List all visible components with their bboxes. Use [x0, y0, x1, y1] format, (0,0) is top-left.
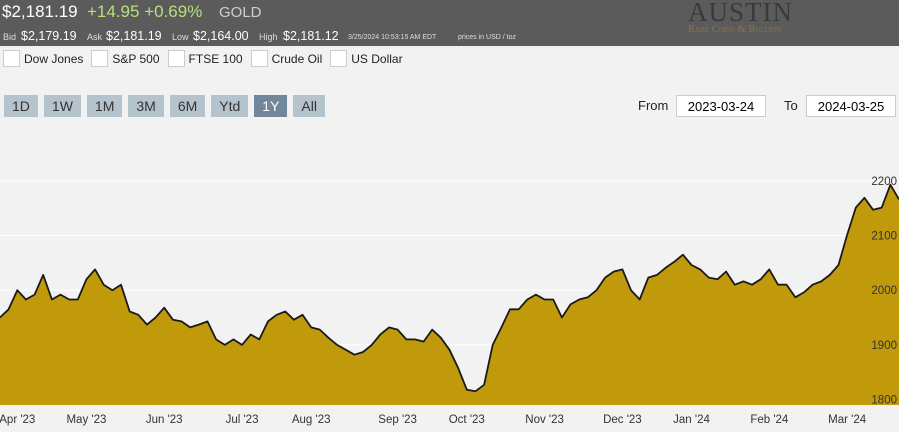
units: prices in USD / toz [458, 34, 516, 41]
y-tick-label: 1800 [871, 395, 897, 407]
x-tick-label: Sep '23 [378, 414, 417, 426]
compare-label: US Dollar [351, 51, 403, 66]
compare-label: FTSE 100 [188, 51, 243, 66]
x-tick-label: Mar '24 [828, 414, 867, 426]
x-tick-label: Jan '24 [673, 414, 710, 426]
checkbox[interactable] [167, 50, 185, 67]
range-button[interactable]: 1Y [254, 95, 288, 117]
x-tick-label: Feb '24 [750, 414, 789, 426]
range-button[interactable]: 1W [43, 95, 81, 117]
bid-label: Bid [3, 32, 17, 42]
compare-option[interactable]: S&P 500 [91, 50, 160, 67]
range-buttons: 1D 1W 1M 3M 6M Ytd 1Y All [4, 95, 325, 117]
range-button[interactable]: 1D [4, 95, 38, 117]
compare-option[interactable]: FTSE 100 [167, 50, 243, 67]
change: +14.95 +0.69% [87, 2, 203, 21]
area [0, 184, 899, 405]
ask: $2,181.19 [106, 29, 162, 43]
range-button[interactable]: Ytd [211, 95, 249, 117]
x-tick-label: Dec '23 [603, 414, 642, 426]
checkbox[interactable] [91, 50, 109, 67]
header: $2,181.19 +14.95 +0.69% GOLD Bid $2,179.… [0, 0, 899, 46]
range-button[interactable]: 6M [169, 95, 206, 117]
line [0, 183, 899, 393]
x-tick-label: Nov '23 [525, 414, 564, 426]
x-tick-label: Jul '23 [226, 414, 259, 426]
high: $2,181.12 [283, 29, 339, 43]
y-tick-label: 2000 [871, 285, 897, 297]
checkbox[interactable] [3, 50, 20, 67]
logo-sub: Rare Coins & Bullion [688, 24, 782, 35]
checkbox[interactable] [330, 50, 348, 67]
y-tick-label: 2200 [871, 176, 897, 188]
to-label: To [784, 98, 798, 113]
timestamp: 3/25/2024 10:53:15 AM EDT [348, 34, 437, 41]
to-date[interactable]: 2024-03-25 [806, 95, 896, 117]
logo: AUSTIN [688, 0, 793, 27]
compare-label: S&P 500 [112, 51, 160, 66]
symbol: GOLD [219, 4, 262, 21]
low: $2,164.00 [193, 29, 249, 43]
price: $2,181.19 [2, 2, 78, 21]
range-button[interactable]: 3M [128, 95, 164, 117]
range-button[interactable]: 1M [86, 95, 123, 117]
checkbox[interactable] [250, 50, 268, 67]
compare-option[interactable]: Dow Jones [3, 50, 83, 67]
y-tick-label: 1900 [871, 340, 897, 352]
range-button[interactable]: All [293, 95, 325, 117]
compare-label: Dow Jones [24, 51, 84, 66]
low-label: Low [172, 32, 189, 42]
compare-option[interactable]: Crude Oil [250, 50, 323, 67]
from-date[interactable]: 2023-03-24 [676, 95, 766, 117]
x-tick-label: Apr '23 [0, 414, 35, 426]
high-label: High [259, 32, 278, 42]
from-label: From [638, 98, 669, 113]
y-tick-label: 2100 [871, 231, 897, 243]
x-tick-label: Jun '23 [146, 414, 183, 426]
ask-label: Ask [87, 32, 103, 42]
compare-list: Dow Jones S&P 500 FTSE 100 Crude Oil US Doll… [3, 50, 403, 67]
x-tick-label: May '23 [66, 414, 106, 426]
x-tick-label: Oct '23 [449, 414, 485, 426]
compare-label: Crude Oil [271, 51, 323, 66]
x-tick-label: Aug '23 [292, 414, 331, 426]
compare-option[interactable]: US Dollar [330, 50, 403, 67]
bid: $2,179.19 [21, 29, 77, 43]
